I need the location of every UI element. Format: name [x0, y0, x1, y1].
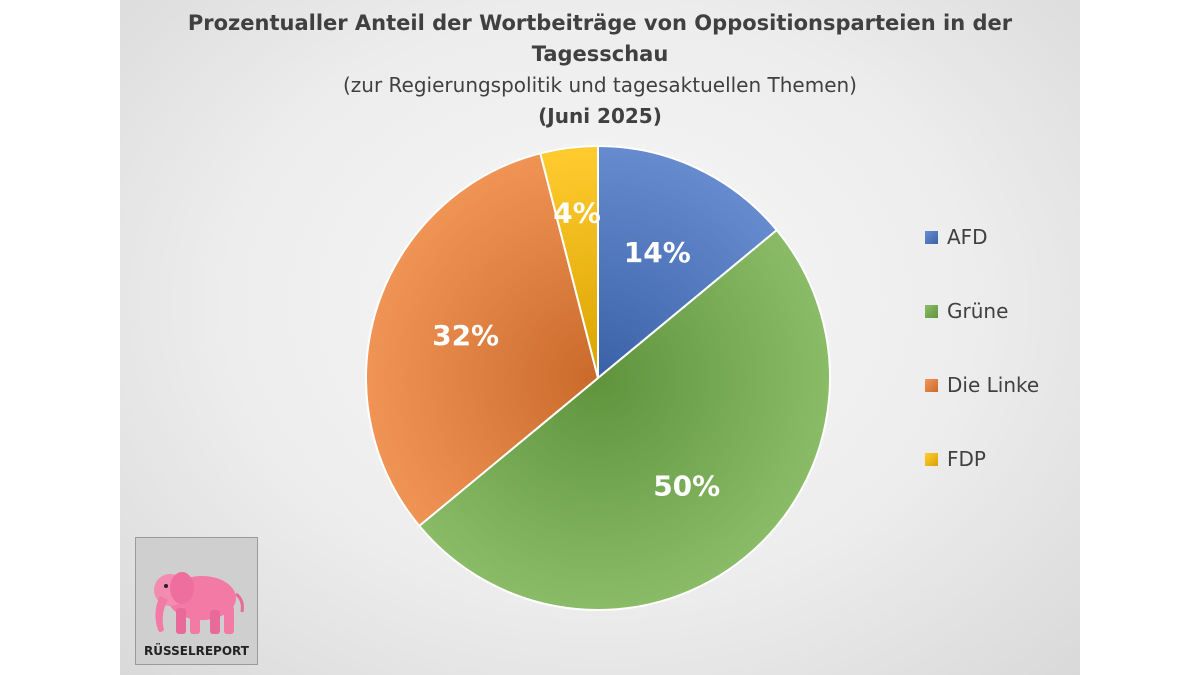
- logo-text: RÜSSELREPORT: [144, 644, 249, 658]
- legend-item-fdp: FDP: [925, 444, 986, 474]
- legend-label: Grüne: [947, 299, 1009, 323]
- chart-title-block: Prozentualler Anteil der Wortbeiträge vo…: [120, 8, 1080, 132]
- chart-date: (Juni 2025): [538, 104, 662, 128]
- chart-subtitle: (zur Regierungspolitik und tagesaktuelle…: [343, 73, 857, 97]
- legend-label: FDP: [947, 447, 986, 471]
- ruesselreport-logo: RÜSSELREPORT: [135, 537, 258, 665]
- legend-label: Die Linke: [947, 373, 1040, 397]
- legend-item-afd: AFD: [925, 222, 988, 252]
- chart-title-line-1: Prozentualler Anteil der Wortbeiträge vo…: [187, 11, 1013, 35]
- data-label-afd: 14%: [624, 236, 691, 269]
- data-label-grüne: 50%: [653, 469, 720, 502]
- data-label-die-linke: 32%: [432, 319, 499, 352]
- legend-item-die-linke: Die Linke: [925, 370, 1039, 400]
- legend-item-grüne: Grüne: [925, 296, 1008, 326]
- chart-title-line-2: Tagesschau: [531, 42, 669, 66]
- legend-swatch: [925, 452, 938, 466]
- legend-swatch: [925, 378, 938, 392]
- chart-card: Prozentualler Anteil der Wortbeiträge vo…: [120, 0, 1080, 675]
- legend-label: AFD: [947, 225, 988, 249]
- pie-slice-fdp: [539, 144, 599, 379]
- pie-slice-afd: [597, 144, 779, 381]
- pie-chart: 14% 50% 32% 4%: [365, 144, 831, 611]
- data-label-fdp: 4%: [553, 196, 601, 229]
- pie-slice-die-linke: [365, 152, 600, 528]
- pink-elephant-icon: [154, 572, 244, 634]
- legend-swatch: [925, 230, 938, 244]
- pie-slice-grüne: [417, 228, 831, 611]
- legend-swatch: [925, 304, 938, 318]
